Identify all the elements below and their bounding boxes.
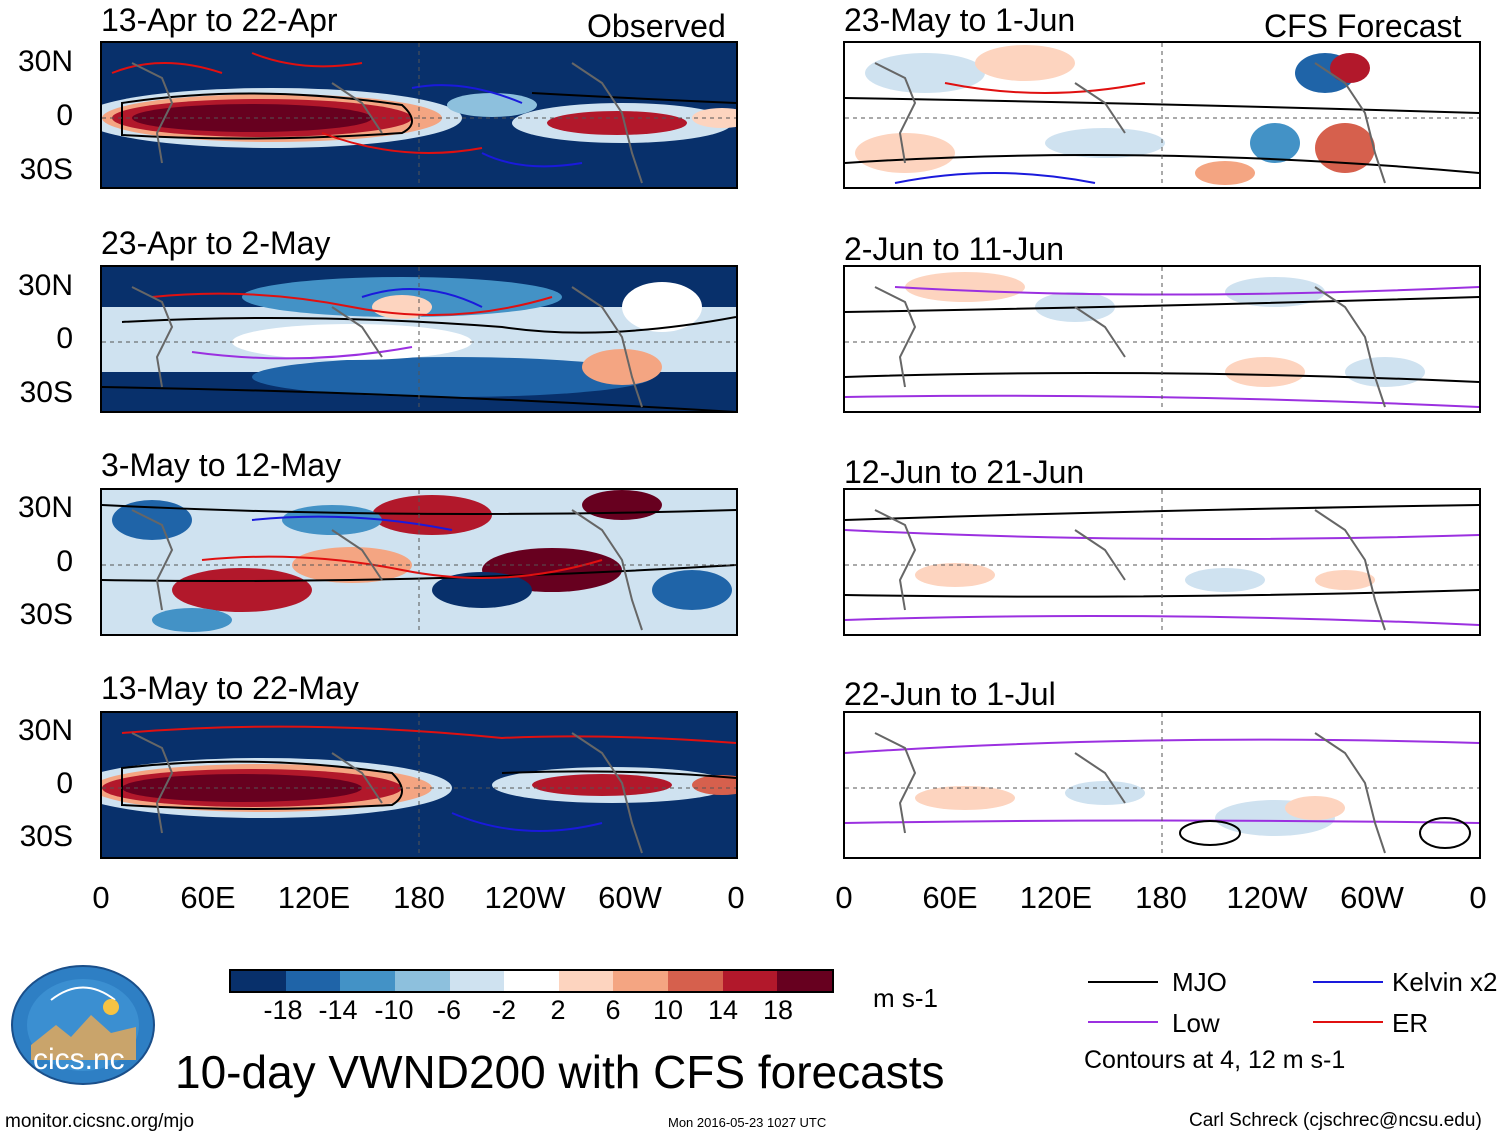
colorbar-swatch [449, 971, 505, 991]
map-panel-obs-2 [100, 265, 738, 413]
colorbar-unit: m s-1 [873, 983, 938, 1013]
colorbar-tick: -18 [263, 995, 303, 1025]
panel-title-obs-3: 3-May to 12-May [101, 447, 342, 483]
lat-label-30n: 30N [17, 45, 73, 78]
lat-label-30n: 30N [17, 714, 73, 747]
lon-label-0: 0 [92, 880, 110, 915]
panel-title-fcst-1: 23-May to 1-Jun [844, 2, 1076, 38]
lat-label-30s: 30S [19, 376, 73, 409]
colorbar-tick: 2 [550, 995, 566, 1025]
legend-line-low [1088, 1021, 1158, 1023]
colorbar-swatch [340, 971, 395, 991]
lon-label-60e: 60E [922, 880, 978, 915]
map-panel-fcst-2 [843, 265, 1481, 413]
colorbar-swatch [558, 971, 614, 991]
colorbar-swatch [613, 971, 669, 991]
lat-label-0: 0 [56, 99, 73, 132]
lat-label-30s: 30S [19, 153, 73, 186]
legend-line-er [1313, 1021, 1383, 1023]
lon-label-120e: 120E [277, 880, 351, 915]
colorbar-swatch [394, 971, 450, 991]
legend-line-kelvin [1313, 981, 1383, 983]
panel-title-fcst-2: 2-Jun to 11-Jun [844, 231, 1064, 267]
lat-label-0: 0 [56, 767, 73, 800]
map-panel-obs-4 [100, 711, 738, 859]
map-panel-fcst-3 [843, 488, 1481, 636]
colorbar-swatch [285, 971, 341, 991]
colorbar-tick: 10 [652, 995, 684, 1025]
lon-label-180: 180 [393, 880, 445, 915]
lon-label-120e: 120E [1019, 880, 1093, 915]
panel-title-obs-4: 13-May to 22-May [101, 670, 359, 706]
map-panel-obs-3 [100, 488, 738, 636]
cics-logo: cics.nc [11, 965, 156, 1085]
lon-label-60e: 60E [180, 880, 236, 915]
observed-header: Observed [587, 8, 726, 44]
panel-title-obs-2: 23-Apr to 2-May [101, 225, 331, 261]
colorbar-tick: -2 [491, 995, 516, 1025]
colorbar-swatch [504, 971, 559, 991]
legend-label-mjo: MJO [1172, 967, 1227, 997]
lon-label-180: 180 [1135, 880, 1187, 915]
lat-label-0: 0 [56, 322, 73, 355]
map-panel-obs-1 [100, 41, 738, 189]
colorbar-swatch [777, 971, 833, 991]
lon-label-60w: 60W [1340, 880, 1404, 915]
lat-label-30n: 30N [17, 269, 73, 302]
map-panel-fcst-4 [843, 711, 1481, 859]
contour-note: Contours at 4, 12 m s-1 [1084, 1046, 1346, 1074]
map-panel-fcst-1 [843, 41, 1481, 189]
lon-label-60w: 60W [598, 880, 662, 915]
panel-title-fcst-3: 12-Jun to 21-Jun [844, 454, 1085, 490]
colorbar-tick: 18 [762, 995, 794, 1025]
colorbar-tick: 14 [707, 995, 739, 1025]
legend-label-er: ER [1392, 1008, 1429, 1038]
colorbar [229, 969, 834, 993]
lon-label-0: 0 [835, 880, 853, 915]
lat-label-30n: 30N [17, 491, 73, 524]
lon-label-120w: 120W [484, 880, 566, 915]
source-url: monitor.cicsnc.org/mjo [5, 1111, 195, 1132]
lat-label-30s: 30S [19, 598, 73, 631]
lon-label-0-end: 0 [727, 880, 745, 915]
forecast-header: CFS Forecast [1264, 8, 1462, 44]
logo-text: cics.nc [33, 1043, 125, 1076]
panel-title-fcst-4: 22-Jun to 1-Jul [844, 676, 1056, 712]
lat-label-0: 0 [56, 545, 73, 578]
legend-line-mjo [1088, 981, 1158, 983]
lon-label-120w: 120W [1226, 880, 1308, 915]
author-credit: Carl Schreck (cjschrec@ncsu.edu) [1189, 1110, 1482, 1131]
legend-label-low: Low [1172, 1008, 1220, 1038]
colorbar-swatch [722, 971, 778, 991]
colorbar-swatch [231, 971, 286, 991]
figure-title: 10-day VWND200 with CFS forecasts [175, 1046, 945, 1098]
colorbar-tick: -6 [436, 995, 461, 1025]
lat-label-30s: 30S [19, 820, 73, 853]
colorbar-tick: 6 [605, 995, 621, 1025]
timestamp: Mon 2016-05-23 1027 UTC [668, 1115, 827, 1130]
lon-label-0-end: 0 [1469, 880, 1487, 915]
colorbar-tick: -10 [374, 995, 414, 1025]
colorbar-swatch [668, 971, 723, 991]
legend-label-kelvin: Kelvin x2 [1392, 967, 1498, 997]
colorbar-tick: -14 [318, 995, 358, 1025]
panel-title-obs-1: 13-Apr to 22-Apr [101, 2, 338, 38]
